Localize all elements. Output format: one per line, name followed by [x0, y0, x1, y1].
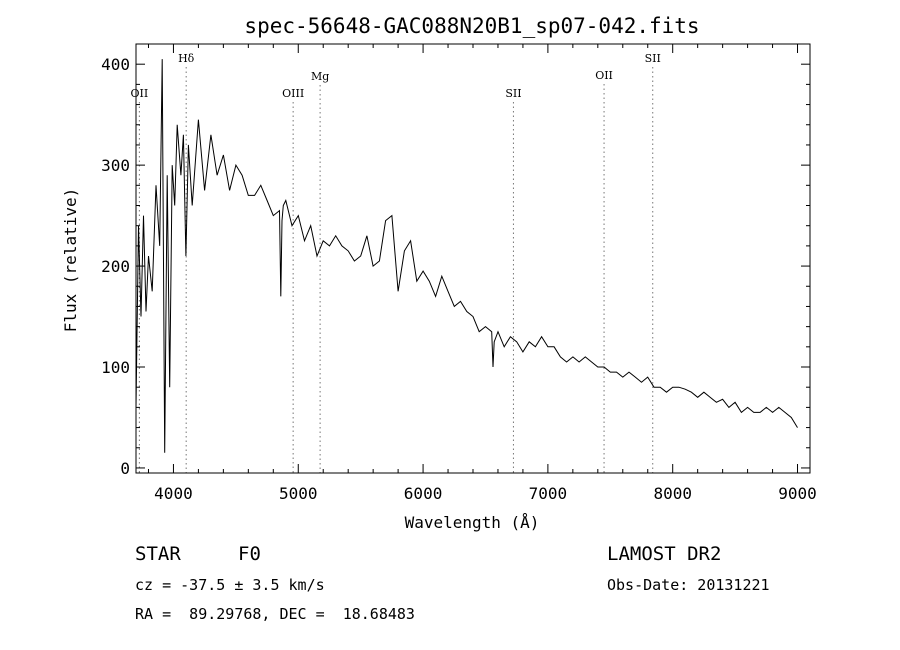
line-marker-label: OII: [595, 69, 613, 82]
survey-name: LAMOST DR2: [607, 543, 722, 565]
x-tick-label: 4000: [154, 484, 193, 503]
redshift-readout: cz = -37.5 ± 3.5 km/s: [135, 576, 325, 594]
x-axis-label: Wavelength (Å): [405, 513, 540, 532]
obs-date-readout: Obs-Date: 20131221: [607, 576, 770, 594]
x-tick-label: 9000: [778, 484, 817, 503]
x-tick-label: 7000: [529, 484, 568, 503]
x-tick-label: 8000: [653, 484, 692, 503]
x-tick-label: 5000: [279, 484, 318, 503]
spectral-class: F0: [238, 543, 261, 565]
chart-title: spec-56648-GAC088N20B1_sp07-042.fits: [244, 14, 699, 38]
coordinates-readout: RA = 89.29768, DEC = 18.68483: [135, 605, 415, 623]
y-axis-label: Flux (relative): [61, 188, 80, 333]
y-tick-label: 400: [101, 55, 130, 74]
axis-ticks: 4000 5000 6000 7000 8000 9000 0 100 200 300 400: [101, 44, 817, 503]
y-tick-label: 100: [101, 358, 130, 377]
line-marker-label: Mg: [311, 70, 329, 83]
line-marker-label: Hδ: [178, 52, 195, 65]
line-marker-label: SII: [645, 52, 661, 65]
line-marker-label: SII: [505, 87, 521, 100]
x-tick-label: 6000: [404, 484, 443, 503]
spectrum-series-line: [135, 59, 798, 453]
line-marker-label: OIII: [282, 87, 304, 100]
y-tick-label: 0: [120, 459, 130, 478]
line-marker-label: OII: [131, 87, 149, 100]
line-marker-group: OII Hδ OIII Mg SII OII SII: [131, 52, 661, 473]
y-tick-label: 200: [101, 257, 130, 276]
y-tick-label: 300: [101, 156, 130, 175]
object-type: STAR: [135, 543, 181, 565]
plot-frame: [135, 43, 811, 474]
